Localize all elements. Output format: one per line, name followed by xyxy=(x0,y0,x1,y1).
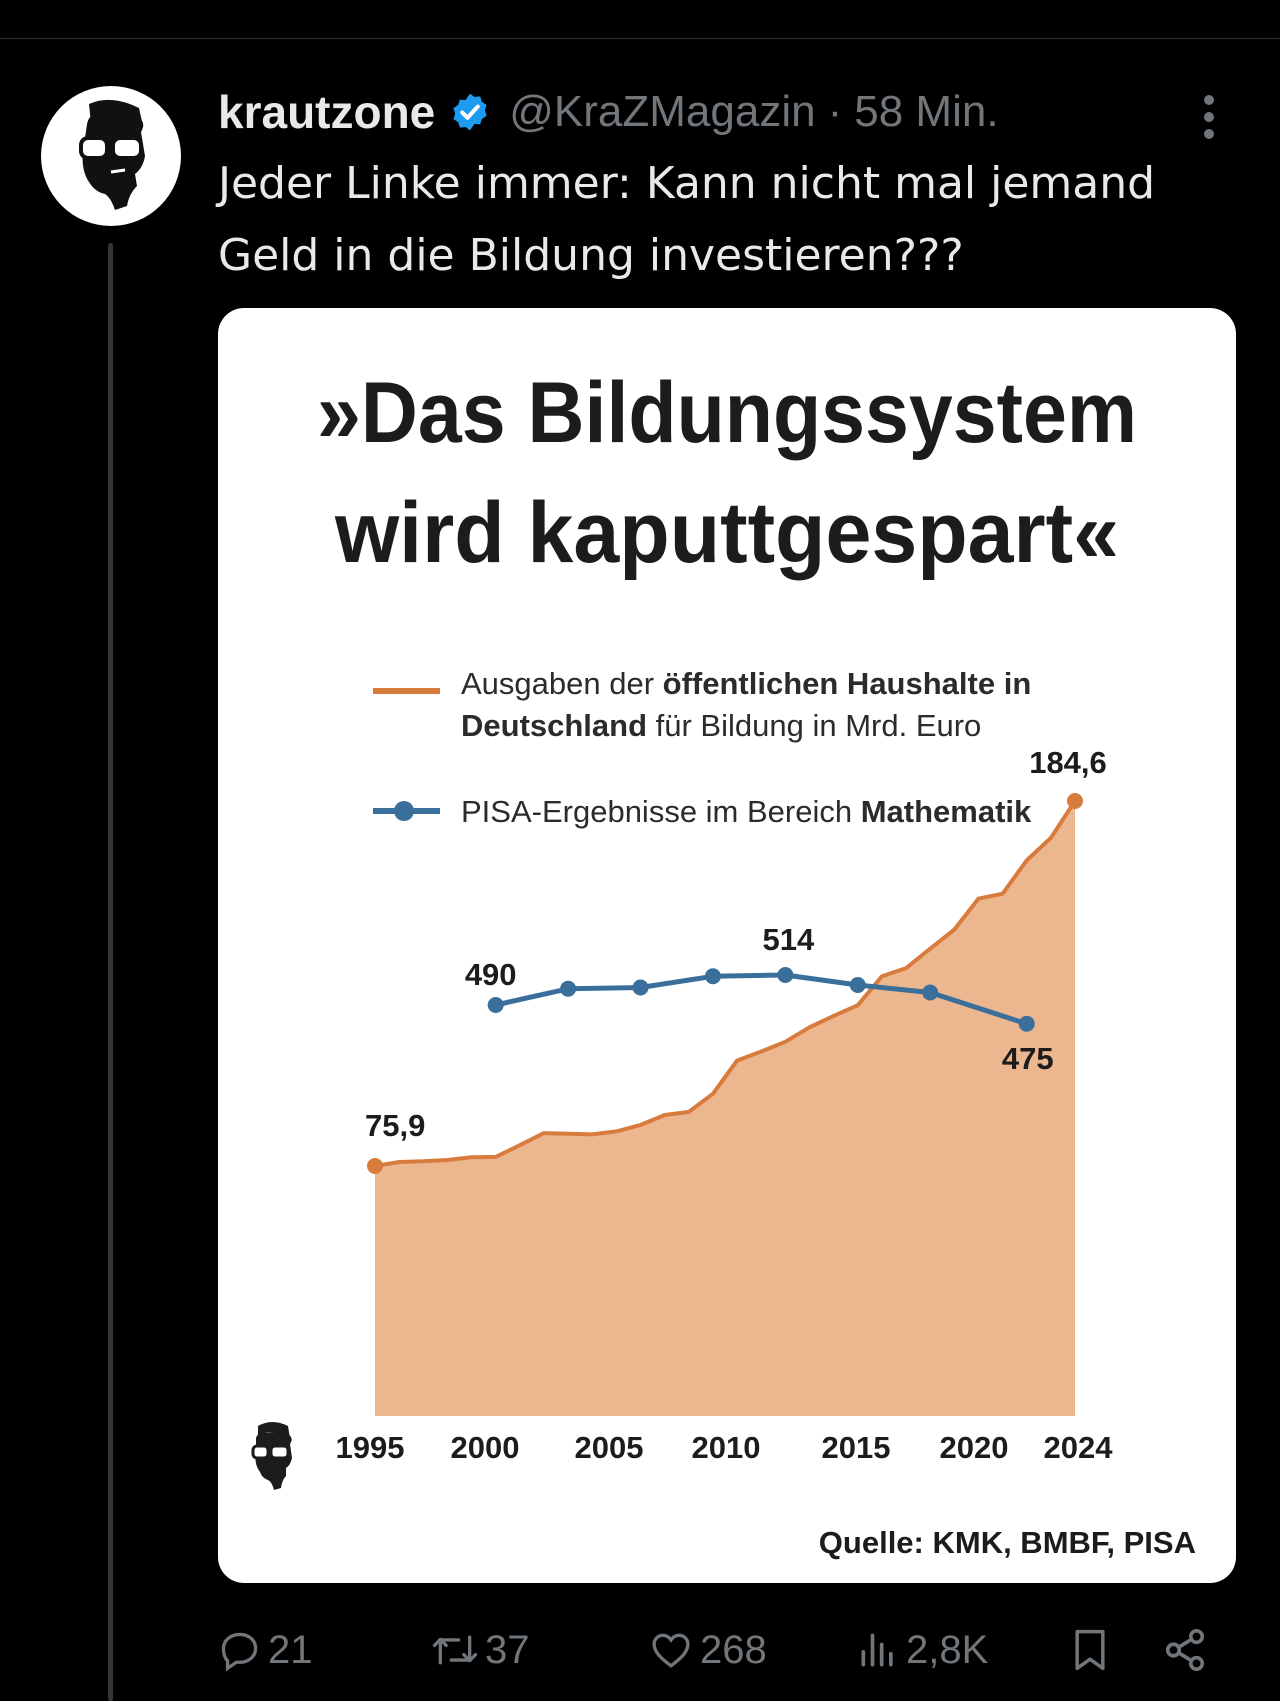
x-tick-2005: 2005 xyxy=(575,1430,644,1465)
views-count: 2,8K xyxy=(906,1627,989,1672)
chart-title-line-1: »Das Bildungssystem xyxy=(317,365,1137,461)
media-image[interactable]: »Das Bildungssystem wird kaputtgespart« … xyxy=(218,308,1236,1583)
spending-label-2024: 184,6 xyxy=(1029,745,1107,780)
tweet-header: krautzone @KraZMagazin · 58 Min. xyxy=(218,84,999,140)
chart-legend: Ausgaben der öffentlichen Haushalte in D… xyxy=(373,666,1032,829)
spending-label-1995: 75,9 xyxy=(365,1108,425,1143)
tweet-text-line-1: Jeder Linke immer: Kann nicht mal jemand xyxy=(218,158,1156,209)
pisa-label-2000: 490 xyxy=(465,957,517,992)
views-chart-icon xyxy=(861,1633,893,1667)
pisa-point-2012 xyxy=(777,967,794,983)
legend-spending-line-2: Deutschland für Bildung in Mrd. Euro xyxy=(461,708,981,743)
x-tick-2020: 2020 xyxy=(940,1430,1009,1465)
legend-spending-line-1: Ausgaben der öffentlichen Haushalte in xyxy=(461,666,1031,701)
pisa-point-2015 xyxy=(849,977,866,993)
like-count: 268 xyxy=(700,1627,767,1672)
more-options-icon[interactable] xyxy=(1195,92,1223,142)
post-time[interactable]: 58 Min. xyxy=(854,87,999,136)
chart-marks: 75,9 184,6 490 514 475 xyxy=(365,745,1107,1174)
x-tick-2024: 2024 xyxy=(1044,1430,1114,1465)
pisa-point-2009 xyxy=(704,968,721,985)
author-display-name[interactable]: krautzone xyxy=(218,86,436,138)
bookmark-icon xyxy=(1075,1629,1105,1671)
like-button[interactable]: 268 xyxy=(648,1620,767,1680)
pisa-label-2022: 475 xyxy=(1002,1041,1054,1076)
x-tick-2010: 2010 xyxy=(692,1430,761,1465)
chart-svg: »Das Bildungssystem wird kaputtgespart« … xyxy=(251,365,1196,1560)
pisa-point-2000 xyxy=(487,997,504,1013)
reply-count: 21 xyxy=(268,1627,313,1672)
footer-logo-icon xyxy=(251,1422,292,1490)
thread-line xyxy=(108,243,113,1701)
avatar-silhouette-icon xyxy=(79,99,145,210)
chart-title-line-2: wird kaputtgespart« xyxy=(334,485,1119,581)
share-button[interactable] xyxy=(1162,1620,1208,1680)
legend-pisa-label: PISA-Ergebnisse im Bereich Mathematik xyxy=(461,794,1032,829)
tweet-text: Jeder Linke immer: Kann nicht mal jemand… xyxy=(218,148,1258,292)
bookmark-button[interactable] xyxy=(1068,1620,1112,1680)
verified-badge-icon xyxy=(453,93,487,131)
tweet-actions: 21 37 268 2,8K xyxy=(218,1620,1258,1680)
spending-point-1995 xyxy=(367,1158,383,1174)
views-button[interactable]: 2,8K xyxy=(856,1620,988,1680)
x-tick-1995: 1995 xyxy=(336,1430,405,1465)
x-axis-ticks: 1995 2000 2005 2010 2015 2020 2024 xyxy=(336,1430,1114,1465)
reply-icon xyxy=(221,1632,258,1672)
repost-count: 37 xyxy=(485,1627,530,1672)
x-tick-2000: 2000 xyxy=(451,1430,520,1465)
spending-point-2024 xyxy=(1067,793,1083,809)
author-handle[interactable]: @KraZMagazin xyxy=(509,87,816,136)
pisa-point-2003 xyxy=(560,980,577,997)
pisa-point-2022 xyxy=(1018,1015,1035,1032)
pisa-point-2006 xyxy=(632,979,649,996)
repost-icon xyxy=(432,1635,478,1665)
tweet-text-line-2: Geld in die Bildung investieren??? xyxy=(218,230,964,281)
spending-series-line xyxy=(374,799,1077,1168)
header-separator: · xyxy=(827,87,843,136)
pisa-point-2018 xyxy=(922,984,939,1001)
repost-button[interactable]: 37 xyxy=(431,1620,530,1680)
heart-icon xyxy=(652,1633,690,1668)
pisa-label-2012: 514 xyxy=(762,922,814,957)
legend-pisa-swatch-dot xyxy=(394,801,414,821)
spending-area-fill xyxy=(375,801,1075,1416)
reply-button[interactable]: 21 xyxy=(218,1620,313,1680)
chart-source: Quelle: KMK, BMBF, PISA xyxy=(819,1525,1196,1560)
top-divider xyxy=(0,38,1280,39)
share-icon xyxy=(1165,1629,1205,1671)
pisa-series-line xyxy=(495,972,1028,1027)
author-avatar[interactable] xyxy=(41,86,181,226)
x-tick-2015: 2015 xyxy=(822,1430,891,1465)
